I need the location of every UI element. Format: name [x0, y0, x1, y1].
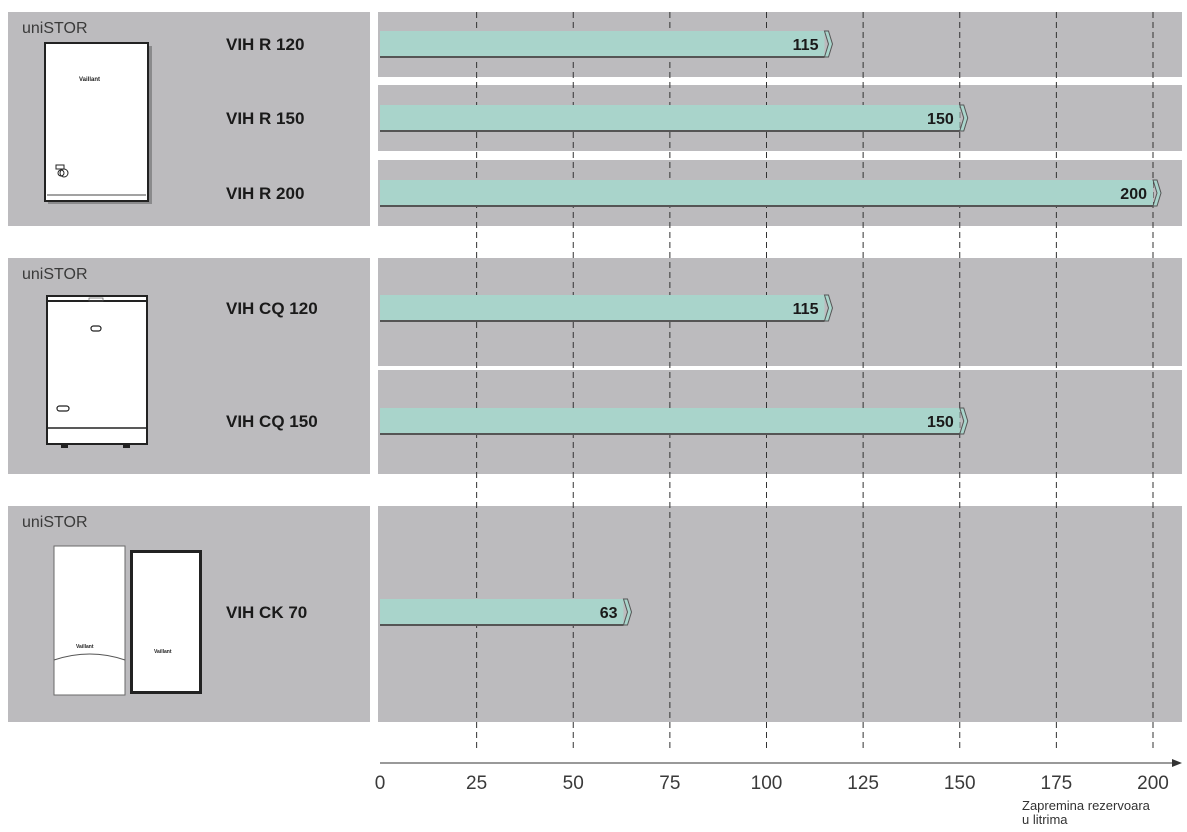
group-label: uniSTOR [22, 20, 88, 37]
bar-arrow-tip [823, 294, 833, 322]
bar [380, 295, 825, 321]
foot [61, 444, 68, 448]
column-divider [370, 506, 378, 722]
bar-value-label: 115 [793, 37, 819, 54]
bar-arrow-tip [823, 30, 833, 58]
group-label: uniSTOR [22, 514, 88, 531]
vaillant-logo: Vaillant [154, 649, 172, 655]
bar-value-label: 115 [793, 301, 819, 318]
x-tick-label: 75 [659, 773, 680, 794]
category-label: VIH CK 70 [226, 603, 307, 622]
row-panel [201, 506, 1182, 722]
bar-value-label: 150 [927, 111, 954, 128]
knob-icon [57, 169, 65, 177]
x-tick-label: 50 [563, 773, 584, 794]
vaillant-logo: Vaillant [76, 644, 94, 650]
bar-arrow-tip [959, 407, 969, 435]
bar [380, 31, 825, 57]
boiler-with-tank-icon: Vaillant Vaillant [53, 545, 202, 696]
bar-value-label: 63 [600, 605, 618, 622]
handle-icon [56, 405, 70, 412]
boiler-body [53, 545, 126, 696]
column-divider [370, 12, 378, 226]
x-tick-label: 100 [751, 773, 783, 794]
grid-layer [476, 12, 1154, 752]
category-label: VIH R 150 [226, 109, 304, 128]
x-axis-arrow [1172, 759, 1182, 767]
column-divider [370, 258, 378, 474]
floor-cylinder-tank-icon [46, 295, 148, 448]
bar-arrow-tip [1152, 179, 1162, 207]
bar-arrow-tip [959, 104, 969, 132]
x-tick-label: 200 [1137, 773, 1169, 794]
handle-icon [90, 325, 102, 332]
boiler-curve [53, 653, 126, 661]
bar [380, 180, 1153, 206]
x-tick-label: 25 [466, 773, 487, 794]
bar-value-label: 150 [927, 414, 954, 431]
x-tick-label: 0 [375, 773, 386, 794]
knob-icon [55, 164, 65, 170]
x-axis: 0 25 50 75 100 125 150 175 200 Zapremina rezervoa… [375, 759, 1182, 827]
x-tick-label: 175 [1041, 773, 1073, 794]
bar-value-label: 200 [1120, 186, 1147, 203]
x-axis-title: Zapremina rezervoara [1022, 798, 1151, 813]
bar-arrow-tip [622, 598, 633, 626]
tank-body [46, 295, 148, 445]
knob-icon [59, 168, 69, 178]
category-label: VIH CQ 120 [226, 299, 318, 318]
bar [380, 105, 960, 131]
bar [380, 599, 624, 625]
x-tick-label: 150 [944, 773, 976, 794]
x-tick-label: 125 [847, 773, 879, 794]
logo-plate [88, 297, 104, 302]
category-label: VIH CQ 150 [226, 412, 318, 431]
wall-boiler-tank-icon: Vaillant [44, 42, 152, 204]
bars-layer: 115 150 200 115 150 63 [380, 30, 1162, 626]
vaillant-logo: Vaillant [79, 77, 100, 83]
category-label: VIH R 120 [226, 35, 304, 54]
group-label: uniSTOR [22, 266, 88, 283]
tank-body [133, 553, 199, 691]
bar [380, 408, 960, 434]
foot [123, 444, 130, 448]
category-label: VIH R 200 [226, 184, 304, 203]
appliance-illustrations: Vaillant Vaillant Vaillant [44, 42, 202, 696]
tank-body [44, 42, 149, 202]
x-axis-title: u litrima [1022, 812, 1068, 827]
